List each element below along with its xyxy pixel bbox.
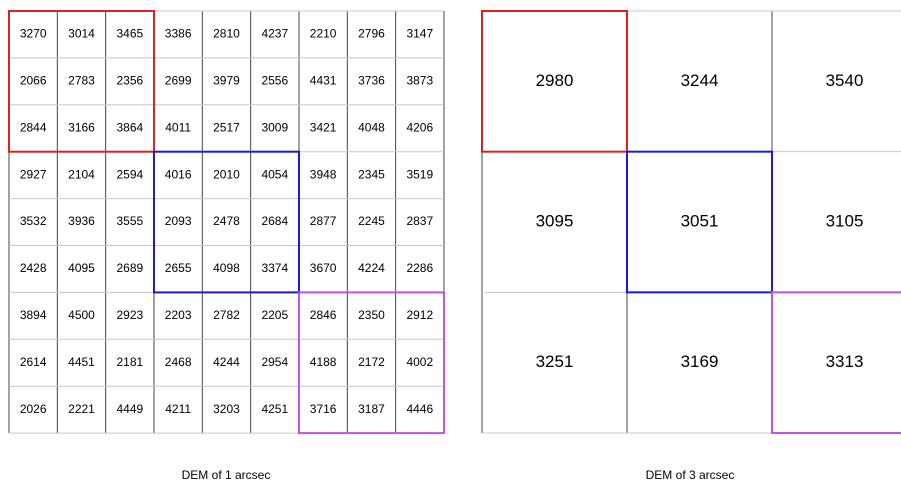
cell-value: 2689 [116,261,143,275]
cell-value: 3864 [116,120,143,134]
cell-value: 4211 [165,402,191,416]
highlight-box [297,291,445,435]
cell-value: 2796 [358,27,385,41]
highlight-box [771,291,901,435]
cell-value: 4054 [261,167,288,181]
cell-value: 2245 [358,214,385,228]
cell-value: 2556 [261,74,288,88]
cell-value: 3421 [310,120,337,134]
cell-value: 3095 [536,211,574,230]
highlight-box [152,150,300,294]
cell-value: 4048 [358,120,385,134]
cell-value: 2927 [20,167,47,181]
cell-value: 4002 [406,355,433,369]
cell-value: 4451 [68,355,95,369]
coarse-grid-caption: DEM of 3 arcsec [646,468,735,482]
cell-value: 3716 [310,402,337,416]
cell-value: 2810 [213,27,240,41]
cell-value: 3051 [681,211,719,230]
cell-value: 2782 [213,308,240,322]
cell-value: 4098 [213,261,240,275]
cell-value: 3009 [261,120,288,134]
cell-value: 4095 [68,261,95,275]
cell-value: 3313 [826,352,864,371]
cell-value: 2026 [20,402,47,416]
cell-value: 4206 [406,120,433,134]
cell-value: 2104 [68,167,95,181]
cell-value: 2468 [165,355,192,369]
cell-value: 2478 [213,214,240,228]
cell-value: 2066 [20,74,47,88]
cell-value: 4431 [310,74,337,88]
cell-value: 3555 [116,214,143,228]
cell-value: 2912 [406,308,433,322]
cell-value: 2980 [536,71,574,90]
cell-value: 2172 [358,355,385,369]
cell-value: 2844 [20,120,47,134]
cell-value: 3166 [68,120,95,134]
cell-value: 3519 [406,167,433,181]
cell-value: 2655 [165,261,192,275]
cell-value: 3187 [358,402,385,416]
cell-value: 4449 [116,402,143,416]
cell-value: 3948 [310,167,337,181]
cell-value: 4244 [213,355,240,369]
cell-value: 2181 [116,355,143,369]
cell-value: 4011 [165,120,191,134]
highlight-box [8,10,155,153]
cell-value: 3894 [20,308,47,322]
cell-value: 3251 [536,352,574,371]
highlight-box [626,150,773,294]
cell-value: 2877 [310,214,337,228]
cell-value: 3670 [310,261,337,275]
cell-value: 3169 [681,352,719,371]
cell-value: 2923 [116,308,143,322]
cell-value: 3979 [213,74,240,88]
cell-value: 3386 [165,27,192,41]
cell-value: 2684 [261,214,288,228]
cell-value: 4016 [165,167,192,181]
cell-value: 2203 [165,308,192,322]
cell-value: 2594 [116,167,143,181]
cell-value: 2614 [20,355,47,369]
cell-value: 2286 [406,261,433,275]
cell-value: 2205 [261,308,288,322]
cell-value: 4237 [261,27,288,41]
cell-value: 3374 [261,261,288,275]
cell-value: 2356 [116,74,143,88]
cell-value: 3147 [406,27,433,41]
cell-value: 4251 [261,402,288,416]
cell-value: 2350 [358,308,385,322]
cell-value: 3936 [68,214,95,228]
cell-value: 2345 [358,167,385,181]
cell-value: 3270 [20,27,47,41]
cell-value: 2210 [310,27,337,41]
cell-value: 4446 [406,402,433,416]
cell-value: 2846 [310,308,337,322]
cell-value: 3203 [213,402,240,416]
cell-value: 3532 [20,214,47,228]
cell-value: 2010 [213,167,240,181]
cell-value: 3105 [826,211,864,230]
cell-value: 3244 [681,71,719,90]
fine-grid-caption: DEM of 1 arcsec [182,468,271,482]
cell-value: 3736 [358,74,385,88]
cell-value: 2699 [165,74,192,88]
cell-value: 3465 [116,27,143,41]
cell-value: 2428 [20,261,47,275]
cell-value: 4224 [358,261,385,275]
cell-value: 3014 [68,27,95,41]
cell-value: 4500 [68,308,95,322]
cell-value: 2837 [406,214,433,228]
cell-value: 2783 [68,74,95,88]
highlight-box [481,10,628,153]
cell-value: 3540 [826,71,864,90]
cell-value: 2221 [68,402,95,416]
cell-value: 3873 [406,74,433,88]
cell-value: 2517 [213,120,240,134]
cell-value: 2093 [165,214,192,228]
cell-value: 2954 [261,355,288,369]
cell-value: 4188 [310,355,337,369]
